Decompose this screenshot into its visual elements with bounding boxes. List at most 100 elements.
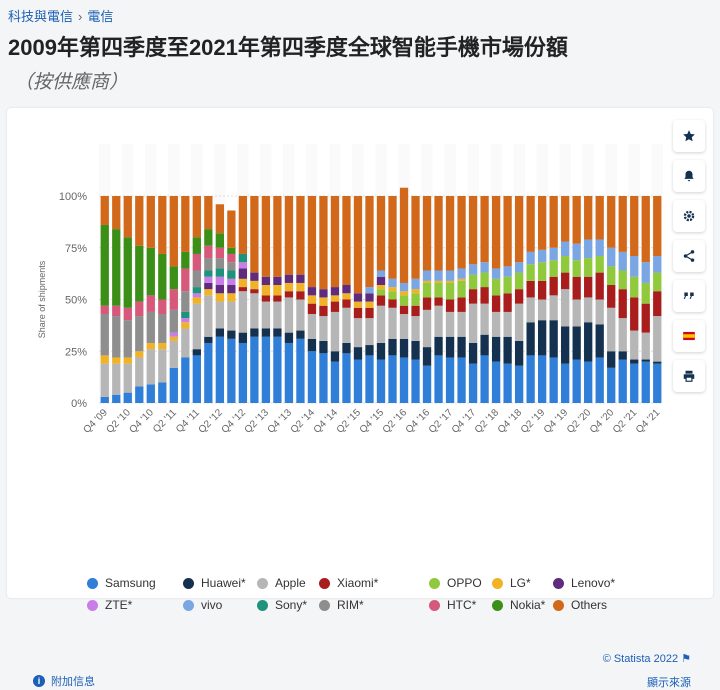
bar-segment (330, 311, 340, 352)
bar-segment (181, 196, 190, 252)
bar-segment (503, 363, 512, 403)
statista-copyright[interactable]: © Statista 2022 ⚑ (603, 652, 691, 665)
legend-item[interactable]: vivo (183, 598, 222, 612)
bar-segment (146, 247, 155, 296)
bar-segment (514, 340, 524, 366)
bar-segment (353, 307, 363, 319)
bar-segment (204, 342, 213, 403)
bar-segment (169, 289, 178, 310)
language-button[interactable] (673, 320, 705, 352)
legend-item[interactable]: LG* (492, 576, 531, 590)
legend-item[interactable]: OPPO (429, 576, 482, 590)
bar-segment (468, 363, 478, 403)
bar-segment (630, 297, 639, 331)
bar-segment (307, 287, 317, 296)
bar-segment (330, 301, 340, 312)
info-icon: i (33, 675, 45, 687)
bar-segment (376, 270, 386, 277)
bar-segment (250, 272, 259, 281)
bar-segment (100, 355, 109, 364)
bar-segment (641, 332, 650, 360)
bar-segment (169, 266, 178, 290)
bar-segment (296, 196, 305, 275)
favorite-button[interactable] (673, 120, 705, 152)
legend-item[interactable]: Samsung (87, 576, 156, 590)
legend-item[interactable]: Lenovo* (553, 576, 615, 590)
bar-segment (491, 278, 501, 296)
bar-segment (204, 245, 213, 259)
bar-segment (227, 247, 236, 254)
bar-segment (491, 295, 501, 312)
bar-segment (561, 326, 570, 364)
bar-segment (158, 196, 167, 254)
settings-button[interactable] (673, 200, 705, 232)
bar-segment (169, 332, 178, 337)
additional-info-link[interactable]: i 附加信息 (33, 673, 95, 689)
bar-segment (123, 320, 132, 358)
bar-segment (146, 384, 155, 403)
bar-segment (112, 229, 121, 306)
bar-segment (388, 287, 397, 292)
legend-item[interactable]: Xiaomi* (319, 576, 378, 590)
bar-segment (618, 251, 627, 271)
legend-item[interactable]: Sony* (257, 598, 307, 612)
bar-segment (434, 280, 443, 283)
bar-segment (100, 363, 109, 397)
bar-segment (365, 318, 374, 346)
bar-segment (388, 355, 397, 403)
legend-item[interactable]: Nokia* (492, 598, 545, 612)
breadcrumb-link-tech-telecom[interactable]: 科技與電信 (8, 9, 74, 24)
bar-segment (630, 359, 639, 364)
bar-segment (342, 299, 351, 308)
bar-segment (261, 301, 271, 329)
legend-item[interactable]: RIM* (319, 598, 364, 612)
bar-segment (641, 196, 650, 263)
bar-segment (296, 330, 305, 339)
legend-item[interactable]: HTC* (429, 598, 476, 612)
legend-item[interactable]: ZTE* (87, 598, 132, 612)
bar-segment (422, 196, 432, 271)
bar-segment (146, 349, 155, 385)
legend-item[interactable]: Huawei* (183, 576, 246, 590)
show-source-link[interactable]: 顯示來源 (647, 677, 691, 689)
bar-segment (227, 262, 236, 271)
bar-segment (307, 295, 317, 304)
bar-segment (457, 278, 466, 281)
bar-segment (353, 293, 363, 302)
bar-segment (457, 280, 466, 298)
bar-segment (296, 282, 305, 292)
bar-segment (215, 285, 225, 294)
bar-segment (376, 359, 386, 403)
bar-segment (595, 272, 604, 300)
notification-button[interactable] (673, 160, 705, 192)
legend-item[interactable]: Apple (257, 576, 306, 590)
bar-segment (618, 318, 627, 352)
share-button[interactable] (673, 240, 705, 272)
bar-segment (514, 289, 524, 304)
print-button[interactable] (673, 360, 705, 392)
bar-segment (192, 287, 201, 294)
bar-segment (376, 295, 386, 306)
bar-segment (411, 340, 420, 360)
bar-segment (595, 256, 604, 273)
bar-segment (112, 305, 121, 317)
bar-segment (607, 351, 616, 368)
bar-segment (365, 345, 374, 356)
x-tick-label: Q4 '10 (128, 407, 157, 436)
bar-segment (181, 322, 190, 329)
bar-segment (491, 336, 501, 362)
bar-segment (503, 266, 512, 277)
cite-button[interactable] (673, 280, 705, 312)
breadcrumb-link-telecom[interactable]: 電信 (87, 9, 114, 24)
bar-segment (457, 311, 466, 337)
quote-icon (683, 292, 694, 299)
bar-segment (204, 336, 213, 343)
y-tick-label: 50% (65, 295, 87, 307)
bar-segment (135, 357, 144, 387)
legend-item[interactable]: Others (553, 598, 607, 612)
y-tick-label: 0% (71, 398, 87, 410)
x-tick-label: Q2 '21 (611, 407, 640, 436)
bar-segment (284, 332, 294, 343)
bar-segment (112, 363, 121, 395)
